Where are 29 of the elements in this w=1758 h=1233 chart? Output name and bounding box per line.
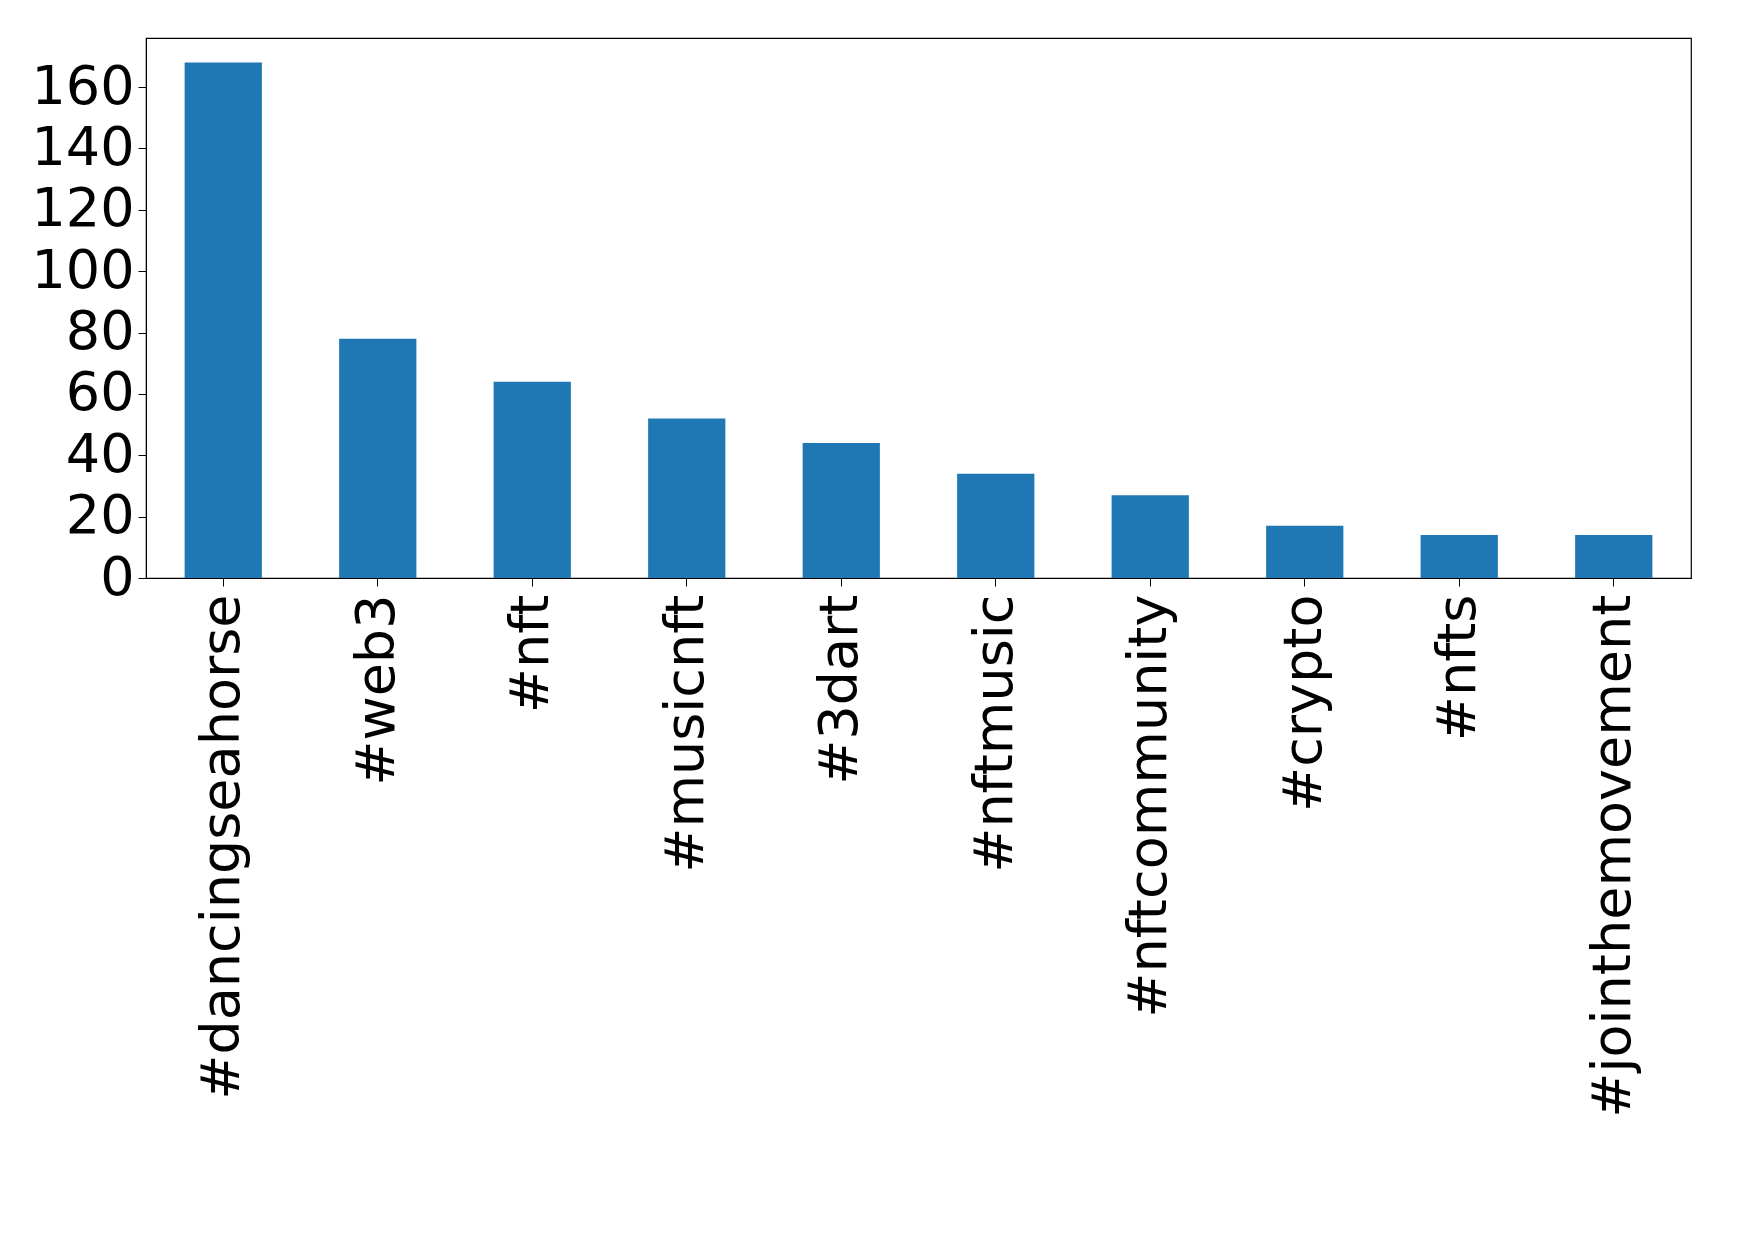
x-tick-label: #dancingseahorse	[189, 594, 253, 1100]
x-tick-label: #crypto	[1270, 594, 1334, 813]
bar	[1266, 525, 1344, 578]
y-tick-label: 160	[31, 53, 135, 117]
y-tick-label: 120	[31, 176, 135, 240]
bar	[648, 418, 726, 578]
x-tick-label: #jointhemovement	[1579, 594, 1643, 1118]
y-tick-label: 40	[65, 421, 135, 485]
y-tick-label: 140	[31, 114, 135, 178]
x-tick-label: #3dart	[807, 594, 871, 785]
x-tick-label: #musicnft	[652, 594, 716, 873]
x-tick-label: #nft	[498, 594, 562, 714]
bar	[1420, 535, 1498, 578]
bar	[1575, 535, 1653, 578]
y-tick-label: 80	[65, 299, 135, 363]
y-tick-label: 0	[100, 544, 135, 608]
bar	[184, 62, 262, 578]
y-tick-label: 20	[65, 483, 135, 547]
x-tick-label: #nftcommunity	[1116, 594, 1180, 1018]
bar	[493, 381, 571, 578]
bar	[957, 473, 1035, 578]
x-tick-label: #nfts	[1425, 594, 1489, 742]
bar	[1111, 495, 1189, 578]
y-tick-label: 60	[65, 360, 135, 424]
x-tick-label: #web3	[343, 594, 407, 786]
y-tick-label: 100	[31, 237, 135, 301]
x-tick-label: #nftmusic	[961, 594, 1025, 873]
bar	[802, 443, 880, 578]
bar	[339, 338, 417, 578]
